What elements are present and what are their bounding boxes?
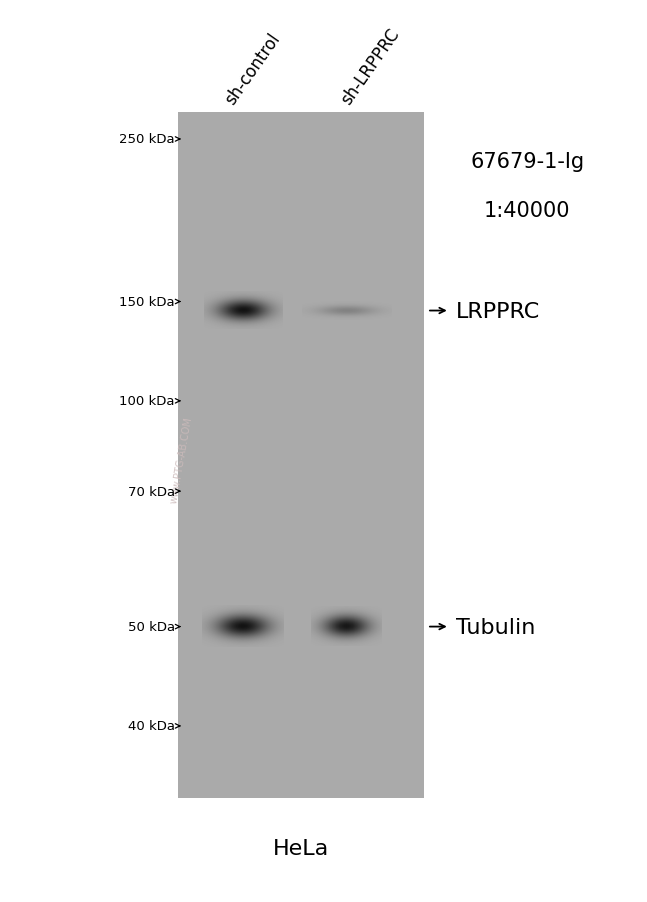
Text: sh-LRPPRC: sh-LRPPRC [338,25,403,108]
Text: sh-control: sh-control [221,31,283,108]
Text: 250 kDa: 250 kDa [119,133,175,146]
Bar [178,113,424,798]
Text: www.PTG-AB.COM: www.PTG-AB.COM [169,416,193,504]
Text: 67679-1-Ig: 67679-1-Ig [470,152,584,171]
Text: HeLa: HeLa [273,838,329,858]
Text: 150 kDa: 150 kDa [119,296,175,308]
Text: 70 kDa: 70 kDa [127,485,175,498]
Text: 100 kDa: 100 kDa [119,395,175,408]
Text: 50 kDa: 50 kDa [127,621,175,633]
Text: 40 kDa: 40 kDa [127,720,175,732]
Text: LRPPRC: LRPPRC [456,301,540,321]
Text: 1:40000: 1:40000 [484,201,571,221]
Text: Tubulin: Tubulin [456,617,536,637]
